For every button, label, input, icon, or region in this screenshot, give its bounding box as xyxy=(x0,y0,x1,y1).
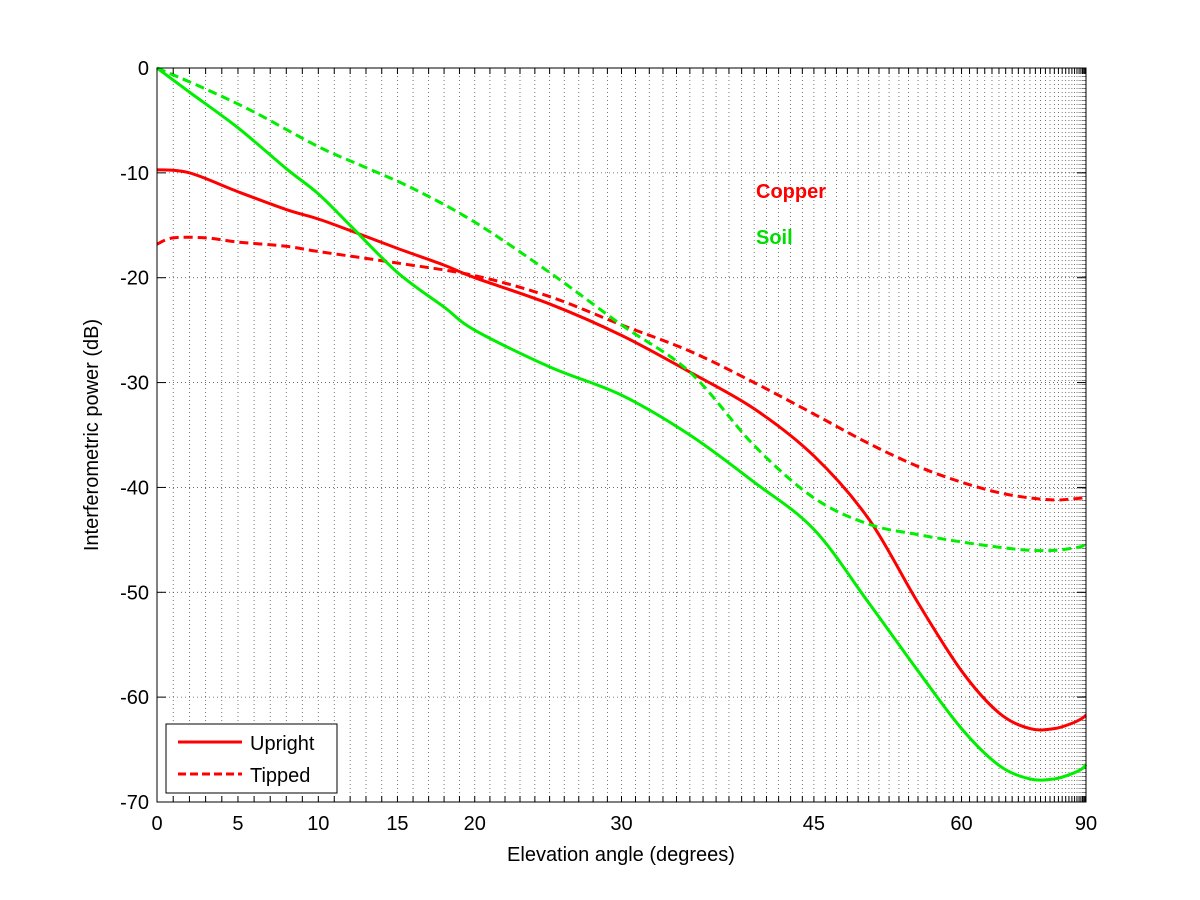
y-tick-label: -50 xyxy=(120,582,149,604)
plot-area xyxy=(157,68,1086,802)
legend-label-upright: Upright xyxy=(250,733,315,755)
legend-label-tipped: Tipped xyxy=(250,765,310,787)
y-tick-label: -30 xyxy=(120,373,149,395)
x-tick-label: 45 xyxy=(803,813,825,835)
x-tick-label: 5 xyxy=(232,813,243,835)
x-axis-label: Elevation angle (degrees) xyxy=(507,844,735,866)
x-tick-label: 60 xyxy=(950,813,972,835)
annotation-copper: Copper xyxy=(756,181,826,203)
x-tick-label: 0 xyxy=(151,813,162,835)
y-tick-label: -40 xyxy=(120,477,149,499)
series-layer xyxy=(156,66,1088,782)
series-line-soil-upright xyxy=(156,66,1088,782)
x-tick-label: 15 xyxy=(386,813,408,835)
x-tick-label: 90 xyxy=(1075,813,1097,835)
y-tick-label: -60 xyxy=(120,687,149,709)
series-line-copper-tipped xyxy=(156,235,1087,502)
y-tick-label: -70 xyxy=(120,792,149,814)
x-tick-label: 20 xyxy=(464,813,486,835)
annotation-soil: Soil xyxy=(756,227,793,249)
y-tick-label: 0 xyxy=(138,58,149,80)
axis-ticks: 0 5 10 15 20 30 45 60 90 0 -10 -20 -30 -40 -50 -60 -70 xyxy=(120,58,1097,835)
series-line-soil-tipped xyxy=(156,66,1088,553)
grid xyxy=(157,68,1087,802)
y-tick-label: -20 xyxy=(120,268,149,290)
y-axis-label: Interferometric power (dB) xyxy=(81,319,103,551)
legend-box xyxy=(165,723,338,794)
legend: Upright Tipped xyxy=(165,723,338,794)
x-tick-label: 30 xyxy=(610,813,632,835)
x-tick-label: 10 xyxy=(307,813,329,835)
y-tick-label: -10 xyxy=(120,163,149,185)
series-line-copper-upright xyxy=(156,168,1088,732)
